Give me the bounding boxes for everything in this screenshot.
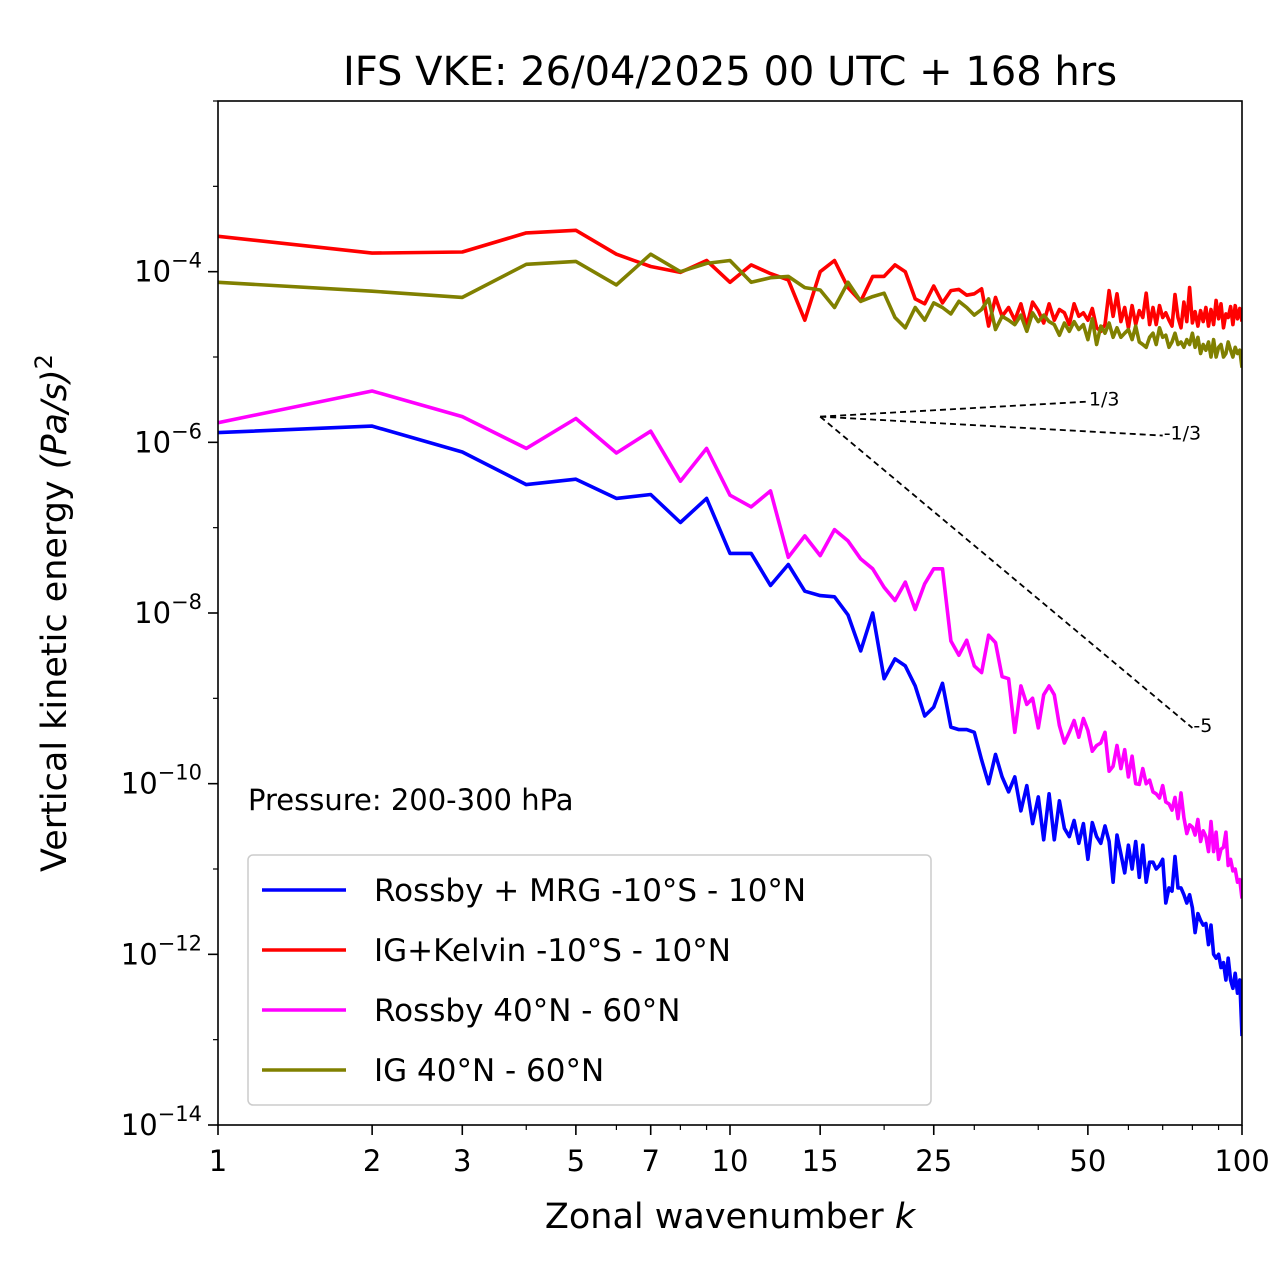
legend-label-4: IG 40°N - 60°N [374, 1053, 604, 1089]
y-axis-unit-power: 2 [30, 354, 58, 369]
slope-label-1: 1/3 [1089, 389, 1120, 411]
y-axis-label: Vertical kinetic energy [35, 480, 75, 872]
x-tick-label: 15 [802, 1144, 839, 1178]
pressure-annotation: Pressure: 200-300 hPa [248, 783, 574, 817]
y-tick-label: 10−8 [134, 590, 202, 630]
x-tick-label: 50 [1069, 1144, 1106, 1178]
series-line-1 [218, 424, 1242, 1037]
slope-guide-lines: 1/3 -1/3 -5 [819, 389, 1212, 737]
x-axis-label: Zonal wavenumber [545, 1197, 884, 1237]
series-line-3 [218, 389, 1242, 899]
x-axis-variable: k [895, 1197, 917, 1237]
chart-title: IFS VKE: 26/04/2025 00 UTC + 168 hrs [343, 49, 1117, 95]
y-axis: 10−4 10−6 10−8 10−10 10−12 10−14 [121, 100, 218, 1142]
x-tick-label: 5 [567, 1144, 585, 1178]
series-layer [218, 228, 1242, 1037]
slope-label-2: -1/3 [1164, 423, 1201, 445]
series-line-4 [218, 252, 1242, 368]
legend-label-3: Rossby 40°N - 60°N [374, 993, 680, 1029]
legend-label-1: Rossby + MRG -10°S - 10°N [374, 873, 806, 909]
slope-label-3: -5 [1193, 715, 1212, 737]
y-tick-label: 10−4 [134, 249, 202, 289]
legend-frame [247, 854, 932, 1106]
y-axis-unit: (Pa/s) [35, 369, 75, 469]
legend: Rossby + MRG -10°S - 10°N IG+Kelvin -10°S… [247, 854, 932, 1106]
y-tick-label: 10−10 [121, 761, 202, 801]
slope-line-2 [820, 415, 1163, 437]
y-tick-label: 10−6 [134, 419, 202, 459]
x-tick-label: 3 [453, 1144, 471, 1178]
x-tick-label: 1 [209, 1144, 227, 1178]
legend-label-2: IG+Kelvin -10°S - 10°N [374, 933, 731, 969]
y-axis-title: Vertical kinetic energy (Pa/s)2 [30, 354, 75, 872]
x-axis-title: Zonal wavenumber k [545, 1197, 917, 1237]
x-tick-label: 7 [641, 1144, 659, 1178]
slope-line-1 [820, 400, 1088, 418]
x-tick-label: 10 [712, 1144, 749, 1178]
slope-line-3 [819, 415, 1193, 729]
y-tick-label: 10−14 [121, 1102, 202, 1142]
x-tick-label: 2 [363, 1144, 381, 1178]
x-axis: 1 2 3 5 7 10 15 25 50 100 [209, 1125, 1270, 1178]
x-tick-label: 25 [915, 1144, 952, 1178]
x-tick-label: 100 [1214, 1144, 1269, 1178]
y-tick-label: 10−12 [121, 931, 202, 971]
